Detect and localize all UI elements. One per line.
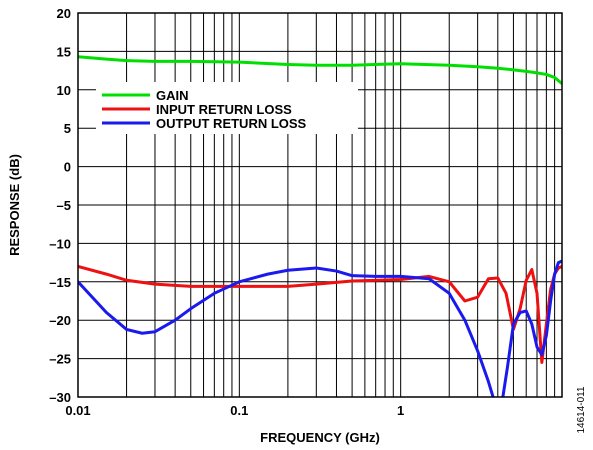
y-tick-label: –15	[49, 275, 71, 290]
plot-frame	[77, 12, 563, 398]
tick-labels: 20 15 10 5 0 –5 –10 –15 –20 –25 –300.01 0.1 1	[49, 6, 404, 418]
y-axis-title: RESPONSE (dB)	[7, 154, 22, 256]
x-tick-label: 0.1	[230, 403, 248, 418]
y-tick-label: –20	[49, 313, 71, 328]
series-lines	[78, 55, 562, 397]
y-tick-label: 20	[57, 6, 71, 21]
legend-label: GAIN	[156, 88, 189, 103]
x-tick-label: 1	[397, 403, 404, 418]
x-axis-title: FREQUENCY (GHz)	[260, 430, 380, 445]
y-tick-label: 15	[57, 44, 71, 59]
y-tick-label: 10	[57, 83, 71, 98]
y-tick-label: –30	[49, 390, 71, 405]
y-tick-label: –5	[57, 198, 71, 213]
series-line-output-return-loss	[78, 259, 562, 397]
grid	[78, 13, 562, 397]
series-line-gain	[78, 55, 562, 86]
legend-label: INPUT RETURN LOSS	[156, 102, 292, 117]
y-tick-label: –25	[49, 352, 71, 367]
figure-id: 14614-011	[576, 386, 587, 434]
series-line-input-return-loss	[78, 264, 562, 364]
y-tick-label: 0	[64, 160, 71, 175]
legend-label: OUTPUT RETURN LOSS	[156, 116, 307, 131]
y-tick-label: 5	[64, 121, 71, 136]
y-tick-label: –10	[49, 236, 71, 251]
x-tick-label: 0.01	[65, 403, 90, 418]
